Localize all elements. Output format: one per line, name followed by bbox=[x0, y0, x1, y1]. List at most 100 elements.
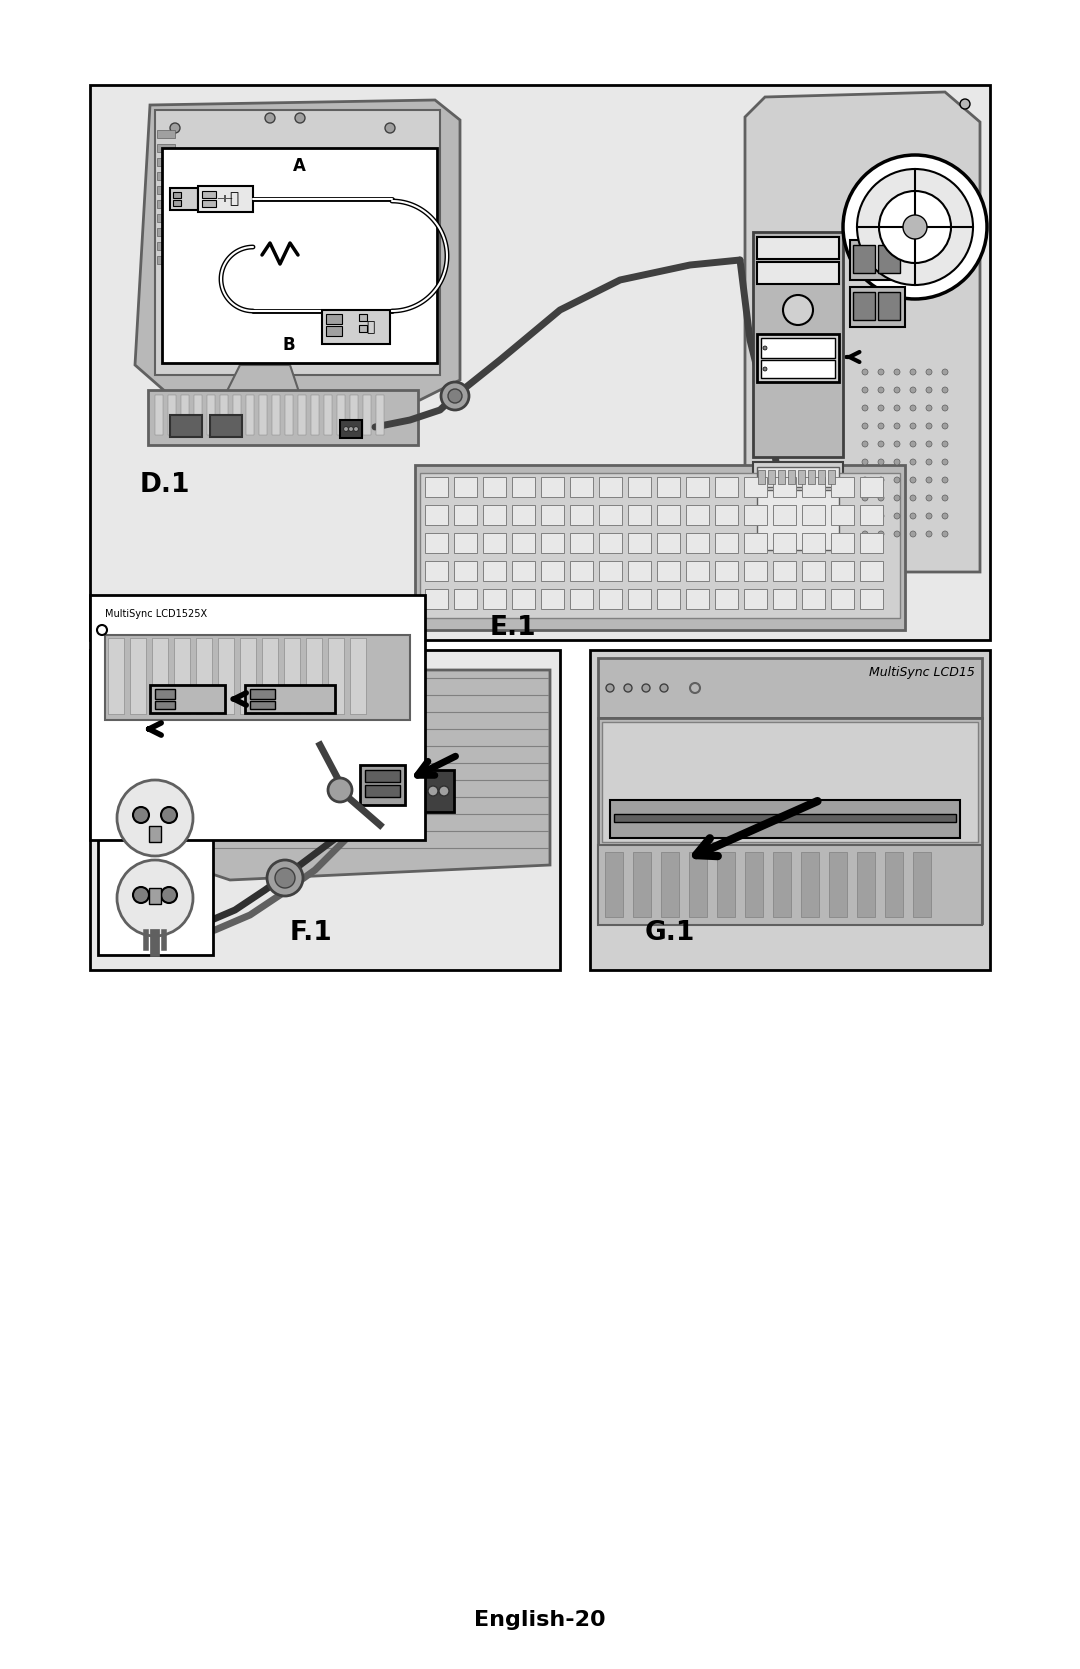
Bar bbox=[744, 532, 767, 552]
Bar bbox=[686, 589, 708, 609]
Circle shape bbox=[862, 422, 868, 429]
Bar bbox=[262, 638, 278, 714]
Circle shape bbox=[161, 886, 177, 903]
Bar bbox=[773, 477, 796, 497]
Bar bbox=[426, 561, 448, 581]
Bar bbox=[326, 314, 342, 324]
Bar bbox=[157, 130, 175, 139]
Circle shape bbox=[942, 531, 948, 537]
Bar bbox=[657, 506, 680, 526]
Bar bbox=[831, 589, 854, 609]
Bar bbox=[170, 416, 202, 437]
Text: English-20: English-20 bbox=[474, 1611, 606, 1631]
Bar bbox=[627, 561, 651, 581]
Bar bbox=[744, 506, 767, 526]
Bar bbox=[350, 638, 366, 714]
Circle shape bbox=[624, 684, 632, 693]
Bar bbox=[598, 718, 982, 923]
Circle shape bbox=[606, 684, 615, 693]
Bar bbox=[157, 229, 175, 235]
Bar bbox=[689, 851, 707, 916]
Bar bbox=[627, 506, 651, 526]
Bar bbox=[149, 826, 161, 841]
Text: E.1: E.1 bbox=[490, 614, 537, 641]
Polygon shape bbox=[135, 100, 460, 401]
Bar bbox=[202, 200, 216, 207]
Bar bbox=[802, 477, 825, 497]
Bar bbox=[350, 396, 357, 436]
Bar bbox=[627, 589, 651, 609]
Bar bbox=[195, 638, 212, 714]
Circle shape bbox=[926, 477, 932, 482]
Bar bbox=[157, 200, 175, 209]
Bar bbox=[745, 851, 762, 916]
Bar bbox=[657, 477, 680, 497]
Circle shape bbox=[417, 786, 427, 796]
Bar bbox=[363, 396, 372, 436]
Bar bbox=[657, 532, 680, 552]
Bar bbox=[853, 245, 875, 274]
Circle shape bbox=[170, 124, 180, 134]
Bar bbox=[828, 471, 835, 484]
Bar bbox=[831, 561, 854, 581]
Circle shape bbox=[926, 531, 932, 537]
Bar bbox=[157, 159, 175, 165]
Circle shape bbox=[878, 512, 885, 519]
Bar bbox=[90, 85, 990, 639]
Circle shape bbox=[642, 684, 650, 693]
Bar bbox=[483, 477, 507, 497]
Bar bbox=[768, 471, 775, 484]
Circle shape bbox=[894, 441, 900, 447]
Bar bbox=[831, 477, 854, 497]
Bar bbox=[194, 396, 202, 436]
Bar bbox=[483, 589, 507, 609]
Circle shape bbox=[343, 427, 349, 432]
Bar bbox=[860, 561, 883, 581]
Bar bbox=[365, 769, 400, 783]
Circle shape bbox=[910, 477, 916, 482]
Bar bbox=[541, 506, 564, 526]
Bar bbox=[715, 506, 738, 526]
Bar bbox=[599, 506, 622, 526]
Bar bbox=[853, 292, 875, 320]
Circle shape bbox=[275, 868, 295, 888]
Bar bbox=[773, 851, 791, 916]
Circle shape bbox=[894, 406, 900, 411]
Bar bbox=[198, 185, 253, 212]
Bar bbox=[715, 561, 738, 581]
Bar bbox=[610, 799, 960, 838]
Bar bbox=[220, 396, 228, 436]
Circle shape bbox=[862, 406, 868, 411]
Bar bbox=[858, 851, 875, 916]
Circle shape bbox=[117, 779, 193, 856]
Circle shape bbox=[862, 477, 868, 482]
Bar bbox=[173, 200, 181, 205]
Circle shape bbox=[862, 369, 868, 376]
Circle shape bbox=[894, 387, 900, 392]
Bar bbox=[483, 532, 507, 552]
Bar bbox=[850, 287, 905, 327]
Text: F.1: F.1 bbox=[291, 920, 333, 946]
Bar bbox=[599, 589, 622, 609]
Bar bbox=[831, 506, 854, 526]
Bar bbox=[156, 110, 440, 376]
Circle shape bbox=[265, 113, 275, 124]
Bar bbox=[337, 396, 345, 436]
Bar bbox=[426, 477, 448, 497]
Circle shape bbox=[926, 422, 932, 429]
Bar bbox=[715, 532, 738, 552]
Bar bbox=[570, 561, 593, 581]
Bar bbox=[657, 561, 680, 581]
Bar bbox=[454, 477, 477, 497]
Bar bbox=[757, 262, 839, 284]
Circle shape bbox=[942, 512, 948, 519]
Bar bbox=[105, 634, 410, 719]
Bar bbox=[808, 471, 815, 484]
Bar bbox=[761, 339, 835, 357]
Circle shape bbox=[942, 369, 948, 376]
Bar bbox=[157, 242, 175, 250]
Bar bbox=[483, 561, 507, 581]
Bar bbox=[149, 888, 161, 905]
Bar bbox=[426, 506, 448, 526]
Bar bbox=[426, 589, 448, 609]
